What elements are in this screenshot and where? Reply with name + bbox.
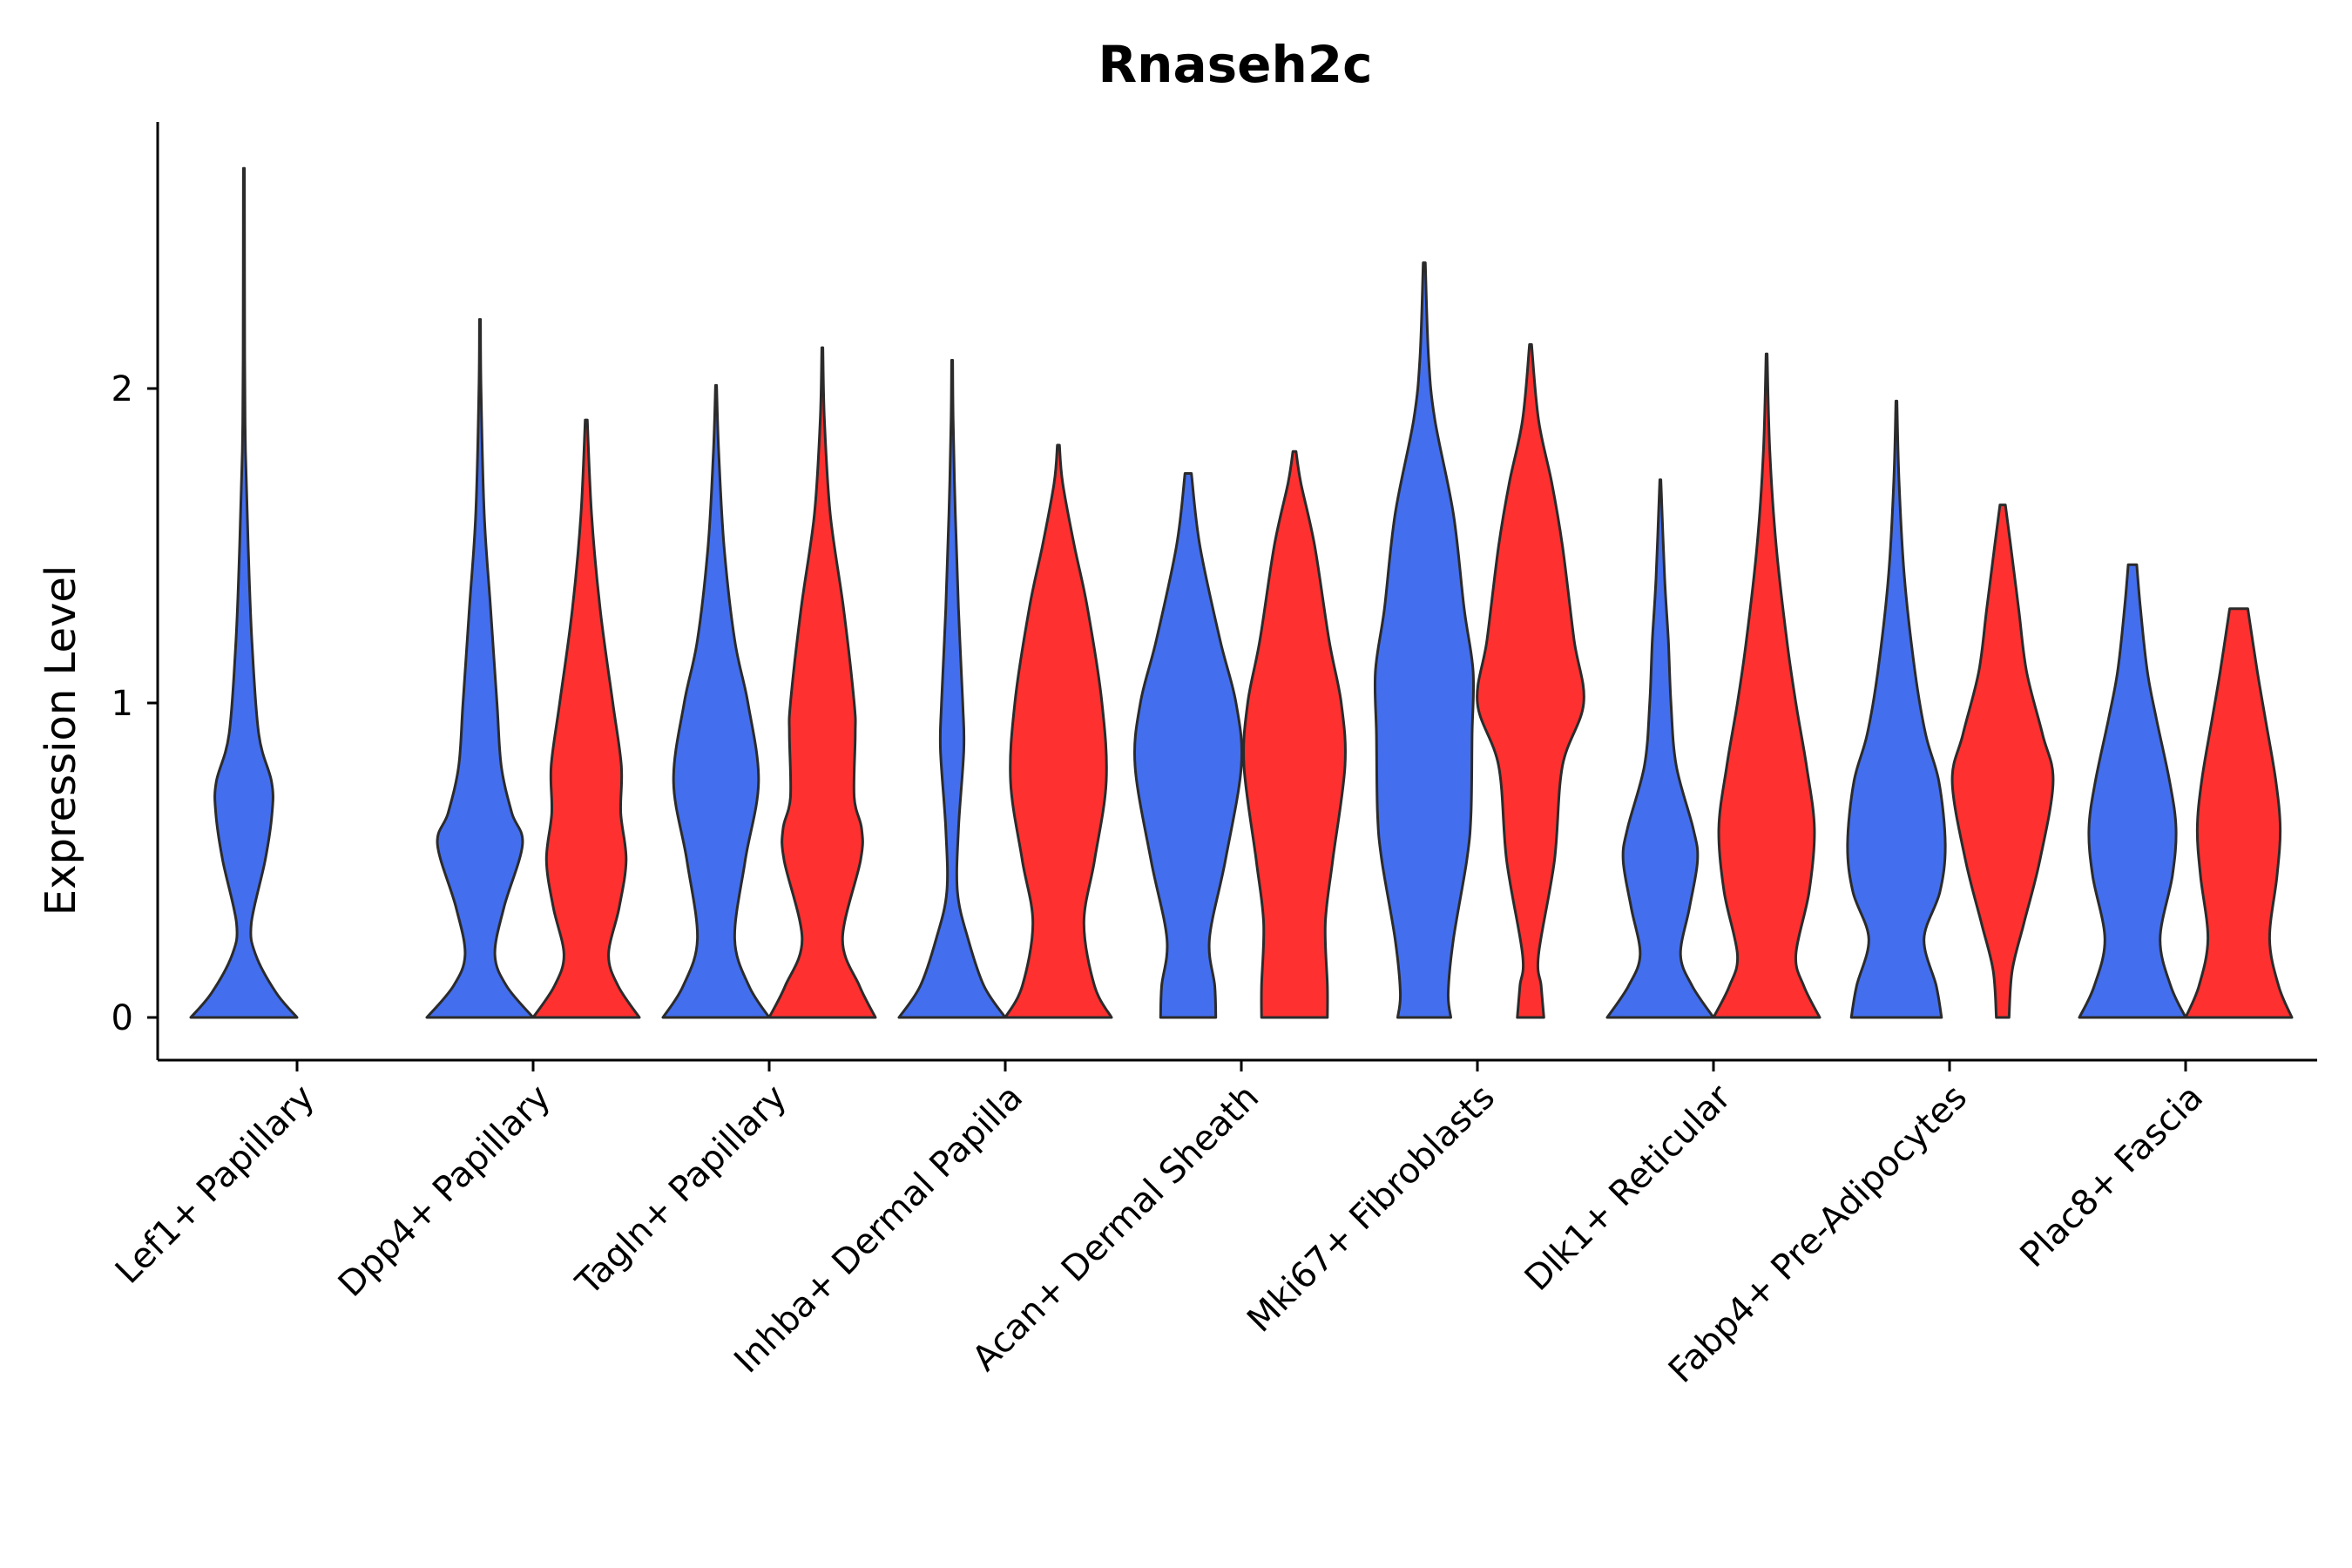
violin-dlk1-reticular-red: [1712, 352, 1821, 1019]
x-tick-label-plac8-fascia: Plac8+ Fascia: [2013, 1078, 2212, 1276]
x-tick-label-mki67-fibroblasts: Mki67+ Fibroblasts: [1240, 1078, 1503, 1341]
y-tick-label-2: 2: [112, 369, 133, 409]
violin-fabp4-pre-adipocytes-red: [1950, 504, 2055, 1019]
violin-tagln-papillary-blue: [661, 383, 771, 1019]
x-tick-label-lef1-papillary: Lef1+ Papillary: [108, 1078, 322, 1292]
violin-inhba-dermal-papilla-red: [1004, 443, 1113, 1019]
violin-dpp4-papillary-red: [531, 418, 641, 1019]
y-ticks: 0 1 2: [112, 369, 158, 1038]
violin-dlk1-reticular-blue: [1605, 478, 1715, 1019]
violin-mki67-fibroblasts-blue: [1373, 261, 1476, 1019]
x-tick-label-dlk1-reticular: Dlk1+ Reticular: [1517, 1077, 1740, 1299]
violin-fabp4-pre-adipocytes-blue: [1846, 399, 1947, 1019]
violin-plac8-fascia-red: [2184, 607, 2294, 1019]
violin-dpp4-papillary-blue: [425, 318, 535, 1019]
x-tick-label-tagln-papillary: Tagln+ Papillary: [568, 1078, 794, 1304]
violins-layer: [189, 166, 2294, 1019]
violin-inhba-dermal-papilla-blue: [897, 359, 1007, 1019]
y-tick-label-0: 0: [112, 998, 133, 1038]
violin-lef1-papillary-blue: [189, 166, 299, 1019]
axes: [156, 122, 2317, 1062]
violin-acan-dermal-sheath-red: [1242, 449, 1347, 1019]
violin-tagln-papillary-red: [767, 346, 877, 1019]
violin-mki67-fibroblasts-red: [1476, 343, 1585, 1019]
violin-acan-dermal-sheath-blue: [1132, 472, 1244, 1019]
x-ticks: Lef1+ Papillary Dpp4+ Papillary Tagln+ Pap…: [108, 1060, 2211, 1391]
violin-plac8-fascia-blue: [2078, 563, 2187, 1019]
y-tick-label-1: 1: [112, 684, 133, 724]
chart-title: Rnaseh2c: [1098, 35, 1373, 94]
x-tick-label-dpp4-papillary: Dpp4+ Papillary: [331, 1078, 558, 1305]
y-axis-label: Expression Level: [37, 565, 85, 916]
